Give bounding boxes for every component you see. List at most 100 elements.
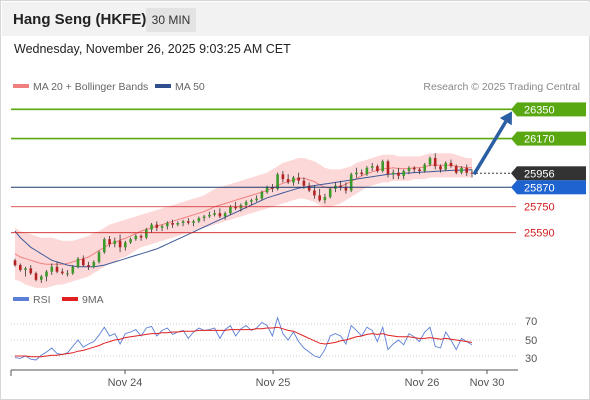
candle-body bbox=[402, 171, 405, 176]
candle-body bbox=[129, 239, 132, 243]
candle-body bbox=[213, 213, 216, 215]
candle-body bbox=[202, 216, 206, 219]
level-tag-26170 bbox=[517, 131, 586, 146]
candle-body bbox=[365, 167, 369, 175]
legend-label-rsi: RSI bbox=[33, 294, 51, 306]
candle-body bbox=[61, 271, 64, 274]
rsi-tick-70: 70 bbox=[525, 316, 537, 328]
candle-body bbox=[286, 179, 290, 183]
candle-body bbox=[55, 266, 59, 272]
candle-body bbox=[197, 218, 201, 222]
candle-body bbox=[349, 174, 353, 191]
ma20-line bbox=[14, 164, 472, 265]
candle-body bbox=[82, 258, 85, 266]
candle-body bbox=[344, 187, 348, 191]
level-tag-pointer-26350 bbox=[511, 102, 517, 117]
candle-body bbox=[260, 192, 264, 199]
level-label-26350: 26350 bbox=[524, 104, 555, 116]
x-label-nov26: Nov 26 bbox=[405, 377, 440, 389]
candle-body bbox=[271, 187, 274, 189]
forecast-arrow-head bbox=[499, 111, 512, 126]
candle-body bbox=[391, 172, 395, 175]
level-label-25870: 25870 bbox=[524, 182, 555, 194]
candle-body bbox=[223, 213, 227, 217]
candle-body bbox=[423, 164, 426, 171]
legend-swatch-rsi bbox=[13, 297, 29, 301]
candle-body bbox=[302, 180, 306, 186]
header-bar: Hang Seng (HKFE) 30 MIN bbox=[2, 2, 590, 36]
candle-body bbox=[313, 190, 316, 196]
ma50-line bbox=[14, 169, 473, 268]
candle-body bbox=[376, 166, 379, 172]
level-tag-pointer-25956 bbox=[511, 166, 517, 181]
candle-body bbox=[386, 161, 390, 175]
candle-body bbox=[150, 224, 153, 230]
candle-body bbox=[71, 266, 75, 274]
candle-body bbox=[397, 172, 400, 176]
legend-label-ma20: MA 20 + Bollinger Bands bbox=[33, 81, 148, 93]
candle-body bbox=[439, 166, 442, 170]
rsi-line bbox=[14, 316, 473, 361]
candle-body bbox=[454, 166, 458, 173]
rsi-ma-line bbox=[15, 326, 473, 358]
candle-body bbox=[465, 167, 468, 173]
candle-body bbox=[124, 242, 127, 248]
legend-swatch-9ma bbox=[62, 297, 78, 301]
candle-body bbox=[460, 167, 463, 173]
candle-body bbox=[255, 198, 258, 201]
level-label-26170: 26170 bbox=[524, 134, 555, 146]
timeframe-button[interactable]: 30 MIN bbox=[146, 8, 196, 32]
x-label-nov24: Nov 24 bbox=[108, 377, 143, 389]
rsi-tick-50: 50 bbox=[525, 335, 537, 347]
x-label-nov30: Nov 30 bbox=[470, 377, 505, 389]
candle-body bbox=[108, 239, 111, 245]
candle-body bbox=[118, 240, 122, 248]
forecast-arrow-shaft bbox=[472, 120, 508, 176]
candle-body bbox=[276, 174, 279, 189]
candle-body bbox=[355, 172, 358, 175]
level-tag-25870 bbox=[517, 180, 586, 195]
candle-body bbox=[187, 221, 190, 223]
level-label-25956: 25956 bbox=[524, 168, 555, 180]
candle-body bbox=[24, 268, 27, 270]
candle-body bbox=[381, 161, 384, 171]
instrument-title: Hang Seng (HKFE) bbox=[13, 11, 147, 28]
candle-body bbox=[265, 187, 269, 193]
legend-label-ma50: MA 50 bbox=[175, 81, 205, 93]
candle-body bbox=[339, 185, 342, 188]
candle-body bbox=[29, 268, 33, 274]
candle-body bbox=[113, 240, 117, 244]
candle-body bbox=[360, 172, 363, 175]
candle-body bbox=[428, 158, 432, 165]
candle-body bbox=[155, 224, 159, 228]
levels-layer: 26350 26170 25956 25870 25750 25590 bbox=[11, 102, 586, 240]
candle-body bbox=[166, 223, 169, 227]
candle-body bbox=[297, 177, 300, 181]
level-tag-25956 bbox=[517, 166, 586, 181]
candle-body bbox=[307, 185, 311, 191]
candle-body bbox=[66, 273, 69, 275]
rsi-plot bbox=[11, 316, 516, 361]
level-label-25590: 25590 bbox=[524, 228, 555, 240]
candle-body bbox=[250, 200, 253, 202]
candle-body bbox=[444, 162, 447, 170]
candle-body bbox=[244, 201, 248, 206]
candle-body bbox=[92, 261, 96, 267]
candle-body bbox=[181, 221, 185, 223]
candle-body bbox=[50, 266, 54, 272]
candle-body bbox=[318, 195, 321, 201]
price-plot bbox=[13, 153, 474, 288]
candle-body bbox=[139, 235, 143, 238]
candle-body bbox=[292, 177, 295, 183]
candle-body bbox=[34, 273, 38, 280]
candle-body bbox=[40, 276, 43, 280]
candle-body bbox=[19, 265, 22, 270]
candle-body bbox=[171, 223, 174, 225]
level-tag-pointer-26170 bbox=[511, 131, 517, 146]
candle-body bbox=[13, 260, 17, 266]
candle-body bbox=[192, 221, 195, 223]
candle-body bbox=[229, 206, 232, 214]
candle-body bbox=[449, 162, 453, 167]
credit-label: Research © 2025 Trading Central bbox=[423, 81, 580, 93]
